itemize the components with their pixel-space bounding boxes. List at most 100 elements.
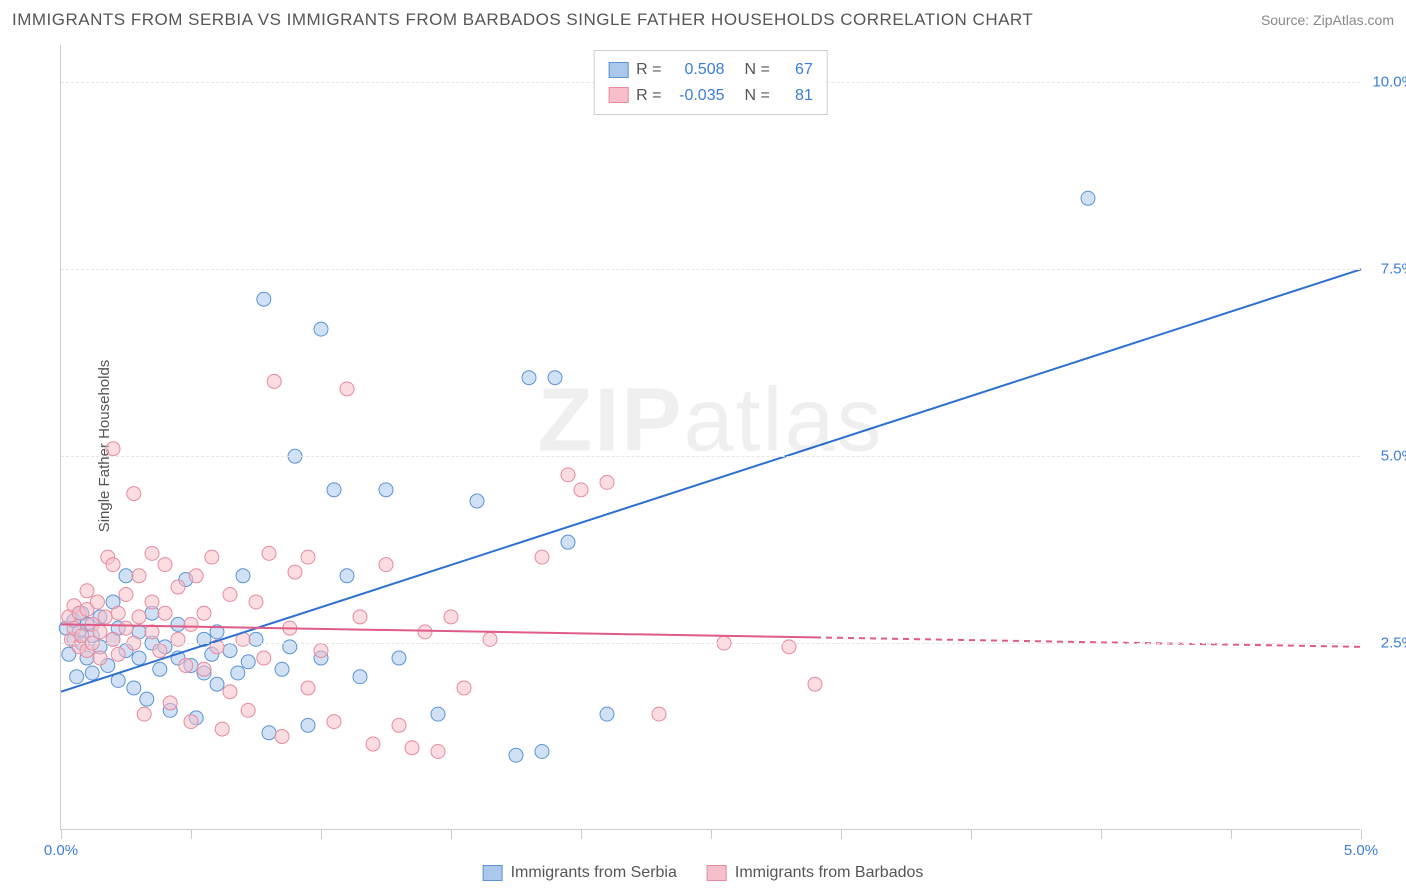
x-tick [841, 829, 842, 839]
data-point [600, 707, 614, 721]
chart-title: IMMIGRANTS FROM SERBIA VS IMMIGRANTS FRO… [12, 10, 1033, 30]
data-point [189, 569, 203, 583]
data-point [509, 748, 523, 762]
legend-swatch [483, 865, 503, 881]
stat-r-label: R = [636, 83, 661, 109]
stat-r-value: -0.035 [670, 83, 725, 109]
legend-series-label: Immigrants from Serbia [511, 864, 677, 882]
data-point [90, 595, 104, 609]
data-point [93, 651, 107, 665]
grid-line [61, 269, 1360, 270]
data-point [132, 610, 146, 624]
data-point [561, 468, 575, 482]
data-point [340, 569, 354, 583]
legend-series: Immigrants from SerbiaImmigrants from Ba… [483, 864, 924, 882]
chart-svg [61, 45, 1360, 829]
y-tick-label: 7.5% [1381, 261, 1406, 278]
legend-swatch [707, 865, 727, 881]
chart-header: IMMIGRANTS FROM SERBIA VS IMMIGRANTS FRO… [12, 10, 1394, 30]
data-point [327, 483, 341, 497]
stat-r-value: 0.508 [670, 57, 725, 83]
data-point [808, 677, 822, 691]
data-point [171, 632, 185, 646]
data-point [561, 535, 575, 549]
stat-n-label: N = [745, 57, 770, 83]
data-point [241, 703, 255, 717]
grid-line [61, 456, 1360, 457]
data-point [535, 550, 549, 564]
data-point [158, 606, 172, 620]
stat-n-label: N = [745, 83, 770, 109]
legend-stats-row: R =0.508N =67 [608, 57, 813, 83]
data-point [366, 737, 380, 751]
data-point [327, 715, 341, 729]
data-point [1081, 191, 1095, 205]
data-point [340, 382, 354, 396]
data-point [392, 651, 406, 665]
x-tick [321, 829, 322, 839]
data-point [184, 617, 198, 631]
data-point [262, 726, 276, 740]
data-point [145, 595, 159, 609]
data-point [106, 558, 120, 572]
data-point [179, 659, 193, 673]
data-point [153, 662, 167, 676]
stat-n-value: 81 [778, 83, 813, 109]
data-point [197, 662, 211, 676]
data-point [70, 670, 84, 684]
legend-stats-row: R = -0.035 N = 81 [608, 83, 813, 109]
data-point [119, 569, 133, 583]
data-point [153, 644, 167, 658]
data-point [119, 588, 133, 602]
data-point [132, 569, 146, 583]
x-tick-label: 5.0% [1344, 842, 1378, 859]
data-point [522, 371, 536, 385]
data-point [392, 718, 406, 732]
data-point [163, 696, 177, 710]
y-tick-label: 2.5% [1381, 635, 1406, 652]
data-point [249, 632, 263, 646]
data-point [171, 580, 185, 594]
x-tick [191, 829, 192, 839]
data-point [431, 707, 445, 721]
data-point [444, 610, 458, 624]
data-point [205, 550, 219, 564]
data-point [223, 588, 237, 602]
data-point [106, 442, 120, 456]
data-point [353, 610, 367, 624]
data-point [231, 666, 245, 680]
data-point [548, 371, 562, 385]
data-point [171, 617, 185, 631]
data-point [119, 621, 133, 635]
data-point [223, 644, 237, 658]
data-point [600, 475, 614, 489]
data-point [301, 681, 315, 695]
x-tick [451, 829, 452, 839]
data-point [184, 715, 198, 729]
legend-series-item: Immigrants from Serbia [483, 864, 677, 882]
x-tick [1231, 829, 1232, 839]
data-point [353, 670, 367, 684]
x-tick [711, 829, 712, 839]
stat-n-value: 67 [778, 57, 813, 83]
x-tick-label: 0.0% [44, 842, 78, 859]
data-point [223, 685, 237, 699]
data-point [210, 677, 224, 691]
x-tick [61, 829, 62, 839]
data-point [275, 730, 289, 744]
data-point [535, 745, 549, 759]
x-tick [971, 829, 972, 839]
legend-stats: R = 0.508 N = 67R = -0.035 N = 81 [593, 50, 828, 115]
data-point [111, 647, 125, 661]
data-point [483, 632, 497, 646]
data-point [301, 550, 315, 564]
y-tick-label: 5.0% [1381, 448, 1406, 465]
data-point [127, 487, 141, 501]
data-point [106, 632, 120, 646]
data-point [236, 569, 250, 583]
data-point [288, 565, 302, 579]
data-point [85, 666, 99, 680]
data-point [782, 640, 796, 654]
data-point [457, 681, 471, 695]
data-point [145, 546, 159, 560]
